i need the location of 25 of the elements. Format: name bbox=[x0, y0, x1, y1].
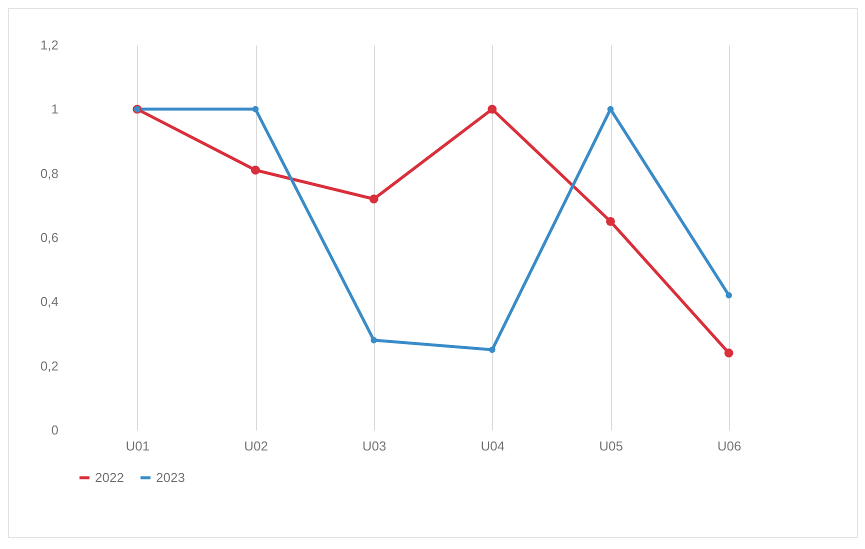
y-tick-label: 1 bbox=[51, 102, 58, 117]
legend-label: 2023 bbox=[156, 470, 185, 485]
point bbox=[726, 292, 732, 298]
y-tick-label: 1,2 bbox=[40, 38, 58, 52]
point bbox=[489, 346, 496, 353]
y-tick-label: 0,2 bbox=[40, 358, 58, 374]
x-tick-label: U05 bbox=[599, 438, 623, 454]
point bbox=[370, 337, 377, 344]
point bbox=[252, 106, 259, 112]
y-tick-label: 0,8 bbox=[40, 166, 58, 181]
y-tick-label: 0 bbox=[51, 422, 58, 438]
point bbox=[251, 166, 260, 175]
point bbox=[606, 216, 615, 226]
point bbox=[607, 106, 614, 112]
x-tick-label: U01 bbox=[126, 438, 150, 454]
y-tick-label: 0,6 bbox=[40, 230, 58, 245]
x-tick-label: U03 bbox=[362, 438, 386, 454]
x-tick-label: U02 bbox=[244, 438, 268, 454]
point bbox=[488, 104, 497, 114]
y-tick-label: 0,4 bbox=[40, 294, 58, 310]
point bbox=[724, 348, 734, 358]
legend-label: 2022 bbox=[95, 470, 124, 485]
point bbox=[369, 194, 378, 204]
x-tick-label: U04 bbox=[480, 438, 505, 454]
x-tick-label: U06 bbox=[717, 438, 742, 454]
